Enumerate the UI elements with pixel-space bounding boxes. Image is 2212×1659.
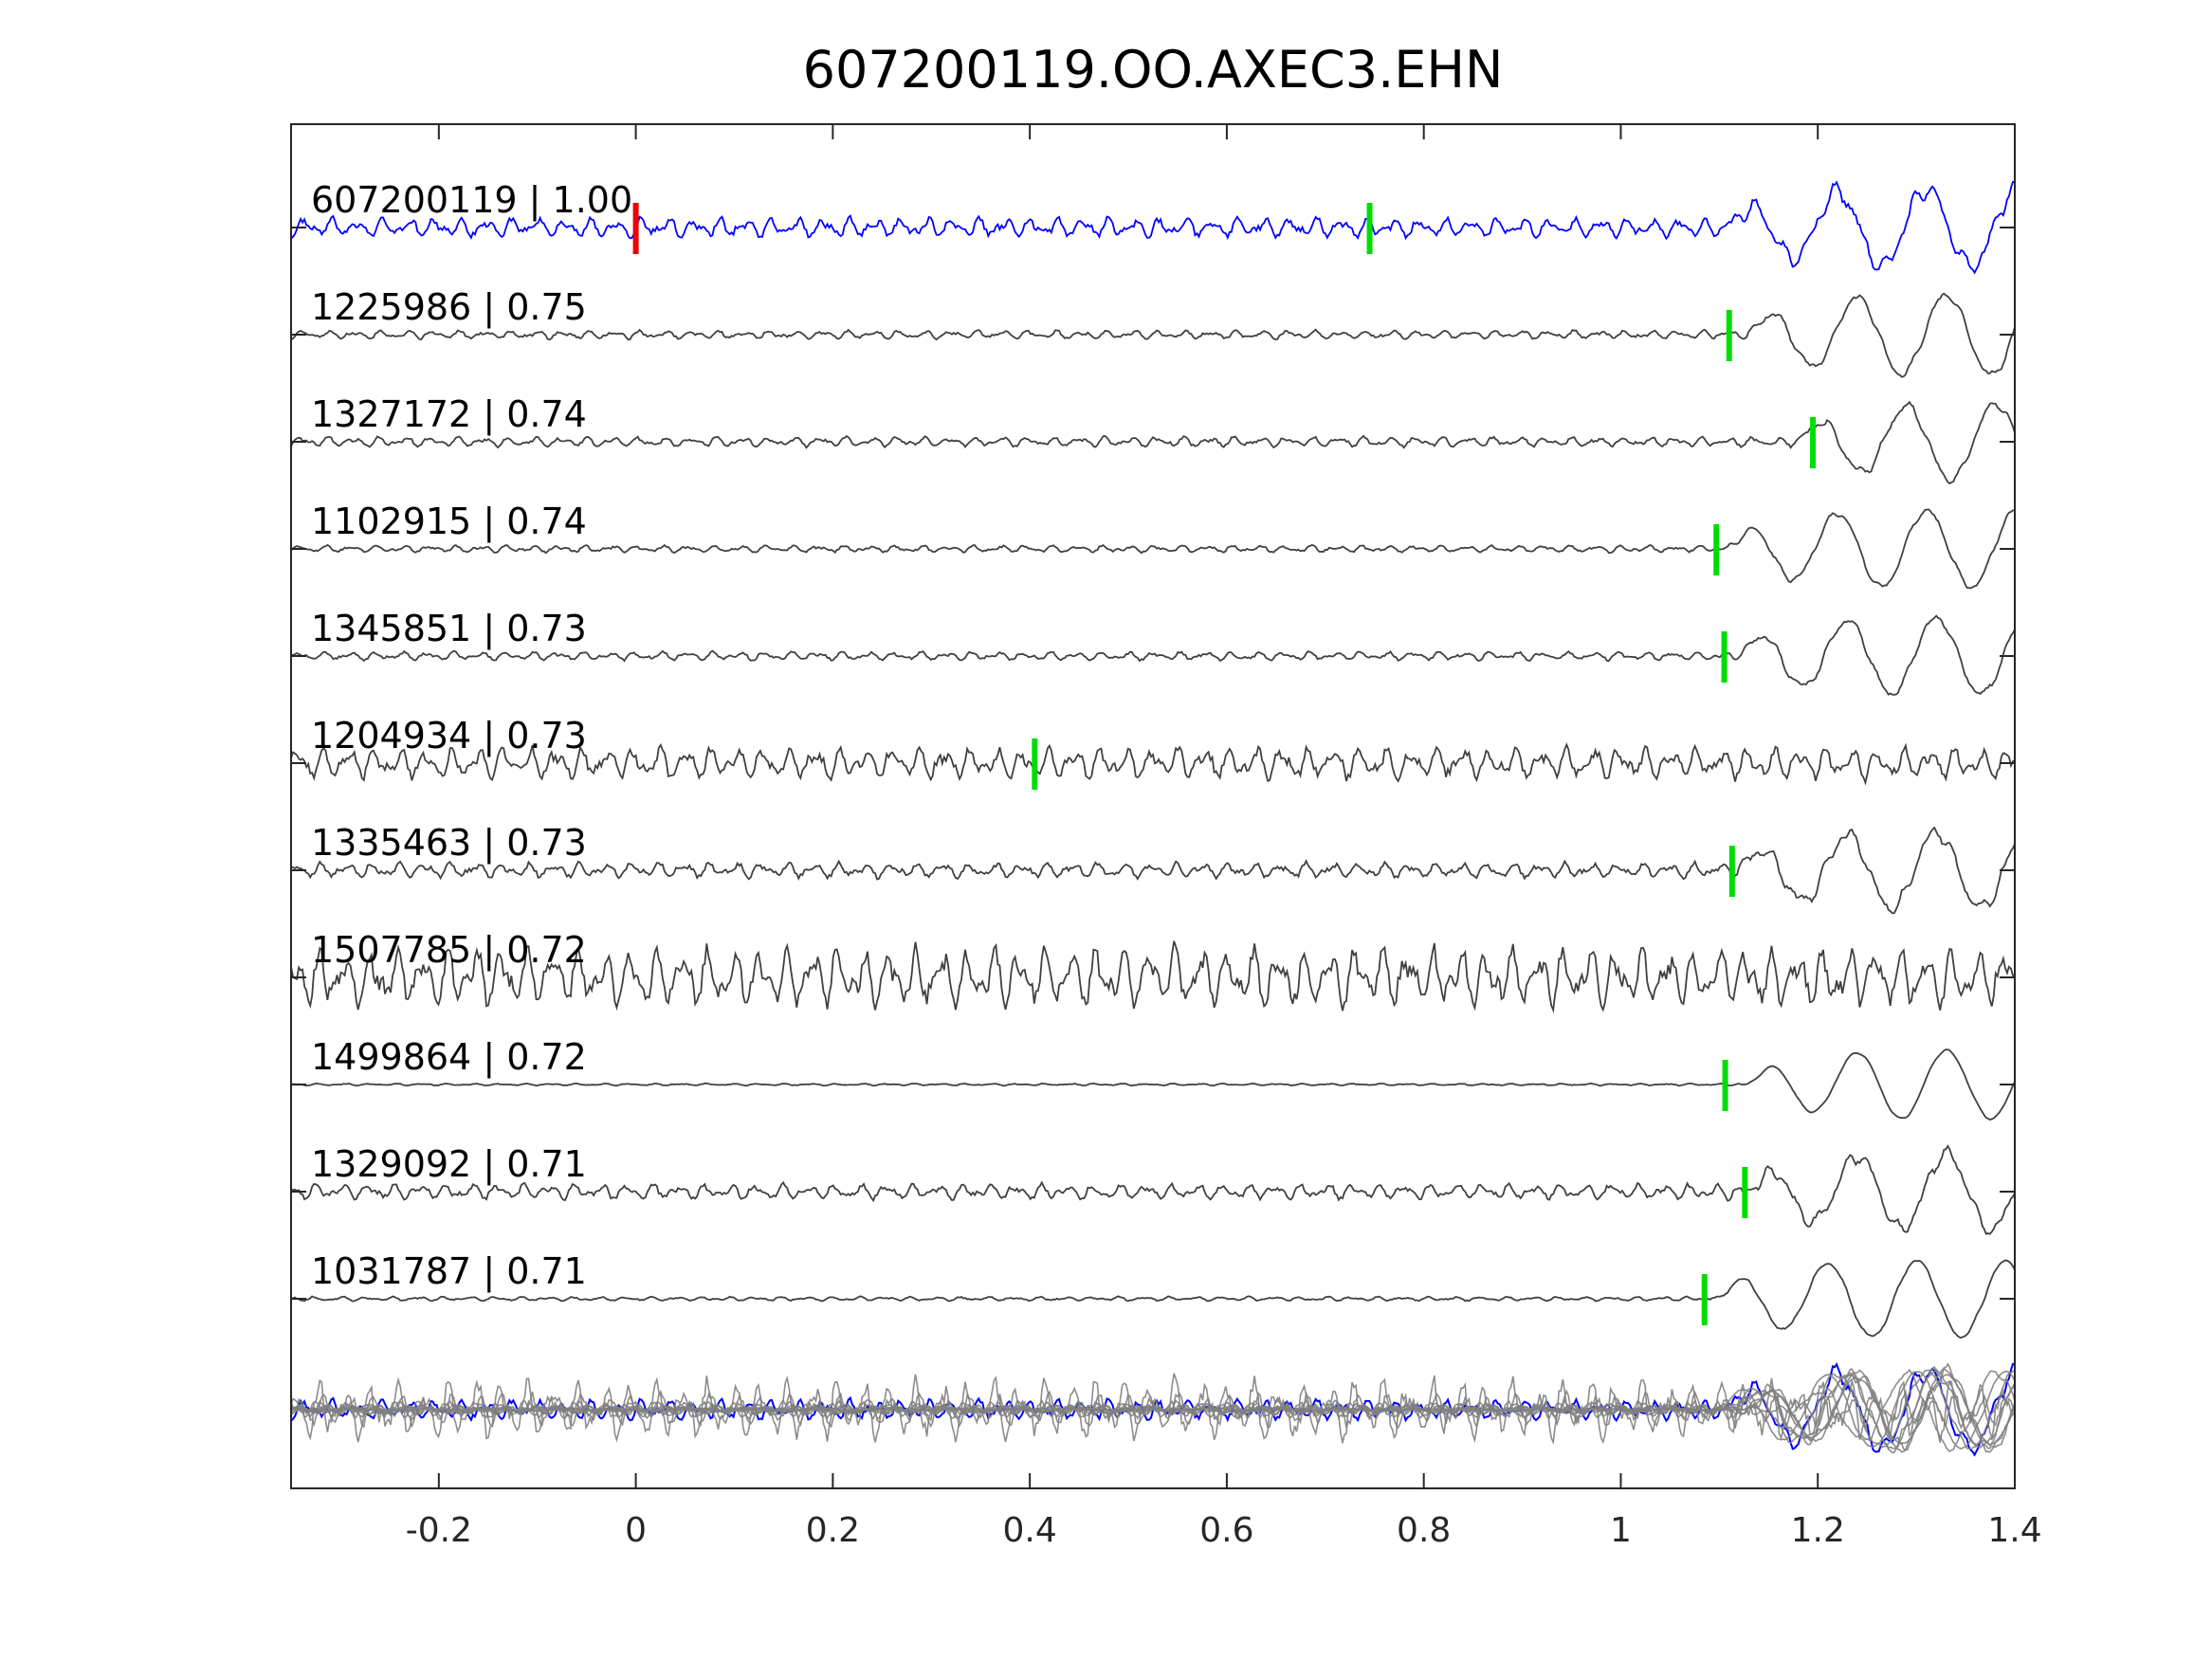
- trace-line-1327172: [290, 400, 2016, 484]
- trace-label-1335463: 1335463 | 0.73: [311, 822, 587, 865]
- trace-line-1102915: [290, 508, 2015, 590]
- trace-label-1225986: 1225986 | 0.75: [311, 286, 587, 329]
- trace-label-1102915: 1102915 | 0.74: [311, 501, 587, 543]
- trace-label-1327172: 1327172 | 0.74: [311, 393, 587, 436]
- axes-frame: [290, 123, 2016, 1489]
- x-tick-label: 0.2: [806, 1511, 860, 1550]
- x-tick-label: 0.8: [1397, 1511, 1451, 1550]
- trace-label-1345851: 1345851 | 0.73: [311, 608, 587, 650]
- x-tick-label: 1: [1610, 1511, 1632, 1550]
- x-tick-label: -0.2: [406, 1511, 472, 1550]
- chart-title: 607200119.OO.AXEC3.EHN: [803, 40, 1504, 100]
- stack-trace-1204934: [290, 1389, 2016, 1432]
- trace-line-1345851: [290, 614, 2016, 696]
- x-tick-label: 1.2: [1791, 1511, 1845, 1550]
- x-tick-label: 1.4: [1987, 1511, 2041, 1550]
- stack-trace-1031787: [290, 1370, 2016, 1449]
- trace-line-1204934: [290, 742, 2016, 786]
- trace-line-1329092: [290, 1144, 2016, 1235]
- trace-label-1204934: 1204934 | 0.73: [311, 715, 587, 757]
- trace-line-1335463: [290, 826, 2016, 915]
- plot-area: 607200119 | 1.00 1225986 | 0.75 1327172 | …: [290, 179, 2016, 1457]
- x-tick-label: 0.4: [1003, 1511, 1057, 1550]
- x-tick-label: 0: [625, 1511, 647, 1550]
- trace-label-1507785: 1507785 | 0.72: [311, 929, 587, 972]
- x-axis: -0.2 0 0.2 0.4 0.6 0.8 1 1.2 1.4: [406, 124, 2042, 1550]
- trace-label-1329092: 1329092 | 0.71: [311, 1143, 587, 1186]
- trace-label-1499864: 1499864 | 0.72: [311, 1036, 587, 1079]
- trace-label-1031787: 1031787 | 0.71: [311, 1250, 587, 1293]
- trace-line-1031787: [290, 1259, 2016, 1340]
- trace-label-607200119: 607200119 | 1.00: [311, 179, 632, 222]
- trace-line-607200119: [290, 180, 2016, 275]
- stack-trace-1329092: [290, 1362, 2016, 1453]
- trace-line-1507785: [290, 940, 2016, 1013]
- x-tick-label: 0.6: [1199, 1511, 1253, 1550]
- y-axis-ticks: [291, 227, 2015, 1300]
